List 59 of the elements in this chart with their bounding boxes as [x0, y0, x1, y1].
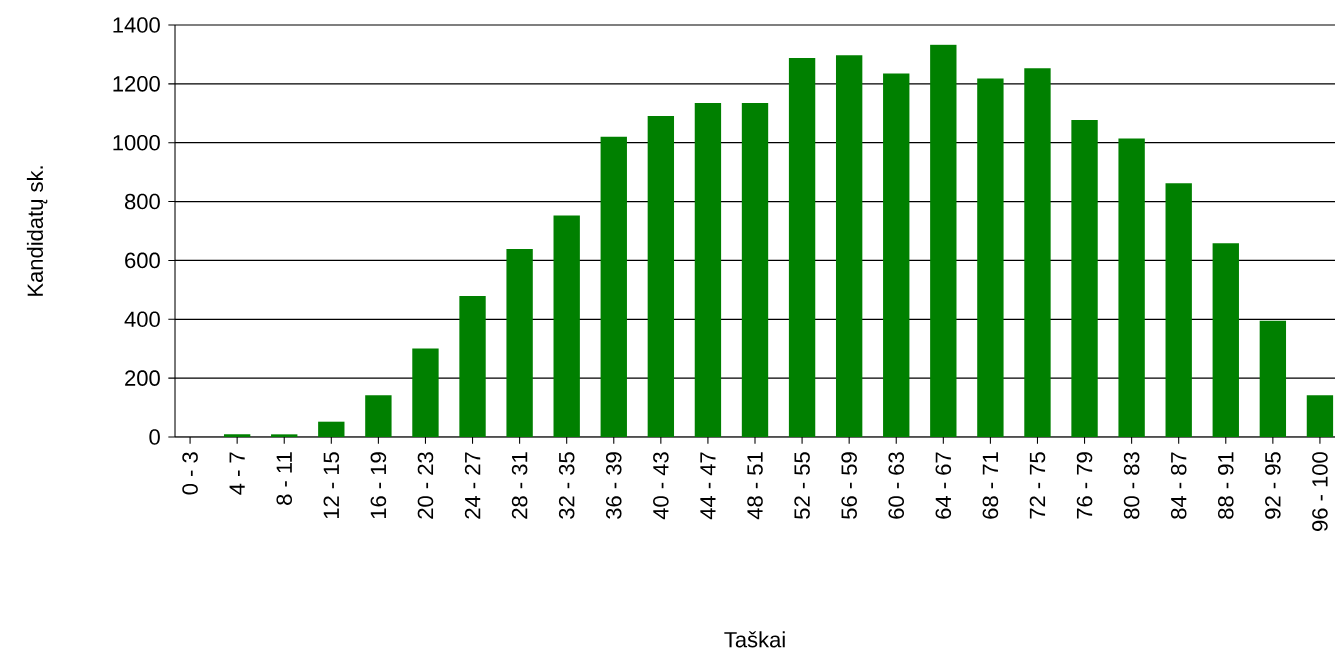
x-tick-label: 0 - 3 [182, 452, 198, 495]
bar [835, 55, 863, 437]
x-tick-label: 52 - 55 [794, 452, 810, 519]
x-tick-label: 88 - 91 [1217, 452, 1234, 519]
bar [365, 395, 392, 437]
x-tick-label: 24 - 27 [464, 452, 481, 519]
x-tick-label: 80 - 83 [1123, 452, 1140, 519]
y-axis-title: Kandidatų sk. [26, 166, 48, 296]
x-tick-label: 48 - 51 [747, 452, 763, 520]
bar [1259, 320, 1287, 437]
x-tick-label: 56 - 59 [841, 452, 857, 519]
bar [412, 348, 439, 437]
bar [1306, 395, 1334, 437]
y-tick-label: 1400 [113, 17, 160, 33]
y-tick-label: 1000 [113, 134, 160, 151]
x-tick-label: 84 - 87 [1170, 452, 1187, 519]
x-tick-label: 76 - 79 [1076, 452, 1093, 519]
bar [1071, 120, 1098, 437]
bar [1118, 138, 1145, 437]
bar [930, 44, 957, 437]
x-tick-label: 92 - 95 [1265, 452, 1281, 519]
bar [788, 57, 816, 437]
bar [694, 102, 722, 437]
x-tick-label: 16 - 19 [370, 452, 387, 519]
y-tick-label: 600 [125, 252, 160, 269]
y-tick-label: 400 [124, 311, 160, 328]
bar [1024, 68, 1051, 437]
bar [553, 215, 580, 437]
x-tick-label: 60 - 63 [888, 452, 905, 519]
x-tick-label: 20 - 23 [417, 452, 434, 519]
x-axis-title: Taškai [724, 631, 785, 648]
x-tick-label: 68 - 71 [982, 452, 999, 519]
x-tick-label: 44 - 47 [700, 452, 716, 520]
bar [977, 78, 1004, 437]
x-tick-label: 72 - 75 [1029, 452, 1046, 519]
y-tick-label: 0 [149, 429, 160, 445]
x-tick-label: 40 - 43 [653, 452, 669, 520]
bar [223, 434, 251, 437]
x-tick-label: 32 - 35 [558, 452, 575, 519]
bar [600, 136, 627, 437]
y-tick-label: 200 [125, 370, 160, 386]
y-tick-label: 800 [125, 193, 160, 210]
x-tick-label: 8 - 11 [276, 452, 293, 505]
bar [1165, 183, 1192, 437]
bar [647, 115, 675, 437]
bar [883, 73, 910, 437]
bar [318, 421, 345, 437]
x-tick-label: 96 - 100 [1312, 452, 1328, 531]
bar [459, 296, 486, 437]
y-tick-label: 1200 [113, 76, 160, 92]
bar [1212, 243, 1239, 437]
x-tick-label: 36 - 39 [605, 452, 622, 519]
x-tick-label: 64 - 67 [935, 452, 952, 519]
bar [741, 102, 769, 437]
x-tick-label: 28 - 31 [511, 452, 528, 519]
bar [506, 248, 533, 437]
bar [271, 434, 298, 437]
x-tick-label: 12 - 15 [323, 452, 340, 519]
x-tick-label: 4 - 7 [229, 452, 245, 495]
